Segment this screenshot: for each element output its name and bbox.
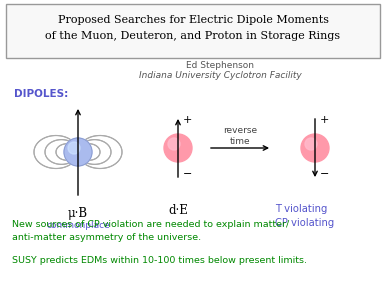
- Circle shape: [164, 134, 192, 162]
- Text: T violating
CP violating: T violating CP violating: [275, 204, 334, 228]
- Text: Proposed Searches for Electric Dipole Moments: Proposed Searches for Electric Dipole Mo…: [57, 15, 329, 25]
- Text: Indiana University Cyclotron Facility: Indiana University Cyclotron Facility: [139, 71, 301, 80]
- Circle shape: [68, 142, 80, 154]
- Text: d·E: d·E: [168, 203, 188, 217]
- Text: Ed Stephenson: Ed Stephenson: [186, 61, 254, 70]
- Text: DIPOLES:: DIPOLES:: [14, 89, 68, 99]
- Circle shape: [64, 138, 92, 166]
- Text: SUSY predicts EDMs within 10-100 times below present limits.: SUSY predicts EDMs within 10-100 times b…: [12, 256, 307, 265]
- Text: reverse
time: reverse time: [223, 126, 257, 146]
- FancyBboxPatch shape: [6, 4, 380, 58]
- Text: +: +: [183, 115, 192, 125]
- Circle shape: [168, 138, 180, 150]
- Circle shape: [305, 138, 317, 150]
- Text: μ·B: μ·B: [68, 208, 88, 220]
- Circle shape: [301, 134, 329, 162]
- Text: +: +: [320, 115, 329, 125]
- Text: of the Muon, Deuteron, and Proton in Storage Rings: of the Muon, Deuteron, and Proton in Sto…: [45, 31, 341, 41]
- Text: New sources of CP violation are needed to explain matter/
anti-matter asymmetry : New sources of CP violation are needed t…: [12, 220, 289, 242]
- Text: −: −: [183, 169, 192, 179]
- Text: −: −: [320, 169, 329, 179]
- Text: commonplace: commonplace: [46, 221, 110, 230]
